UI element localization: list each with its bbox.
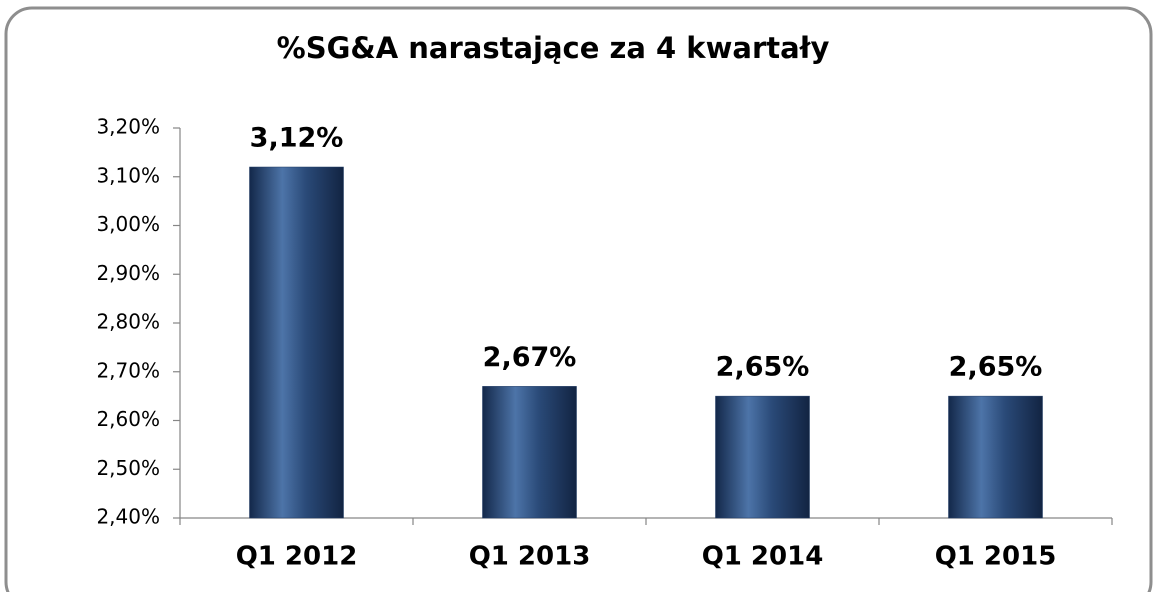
bar	[249, 166, 344, 519]
bar	[948, 395, 1043, 519]
chart-title: %SG&A narastające za 4 kwartały	[277, 31, 830, 65]
y-tick-label: 3,20%	[96, 115, 160, 139]
x-tick-label: Q1 2013	[469, 542, 591, 572]
x-tick-label: Q1 2012	[236, 542, 358, 572]
x-tick-label: Q1 2014	[702, 542, 824, 572]
y-tick-label: 2,80%	[96, 310, 160, 334]
x-tick-label: Q1 2015	[935, 542, 1057, 572]
y-tick-label: 2,50%	[96, 456, 160, 480]
y-tick-label: 3,00%	[96, 212, 160, 236]
y-tick-label: 2,90%	[96, 261, 160, 285]
y-tick-label: 3,10%	[96, 163, 160, 187]
y-tick-label: 2,70%	[96, 358, 160, 382]
value-label: 2,67%	[483, 342, 577, 373]
bar	[715, 395, 810, 519]
bar	[482, 386, 577, 519]
y-tick-label: 2,40%	[96, 505, 160, 529]
value-label: 2,65%	[949, 352, 1043, 383]
value-label: 2,65%	[716, 352, 810, 383]
y-tick-label: 2,60%	[96, 407, 160, 431]
value-label: 3,12%	[250, 123, 344, 154]
